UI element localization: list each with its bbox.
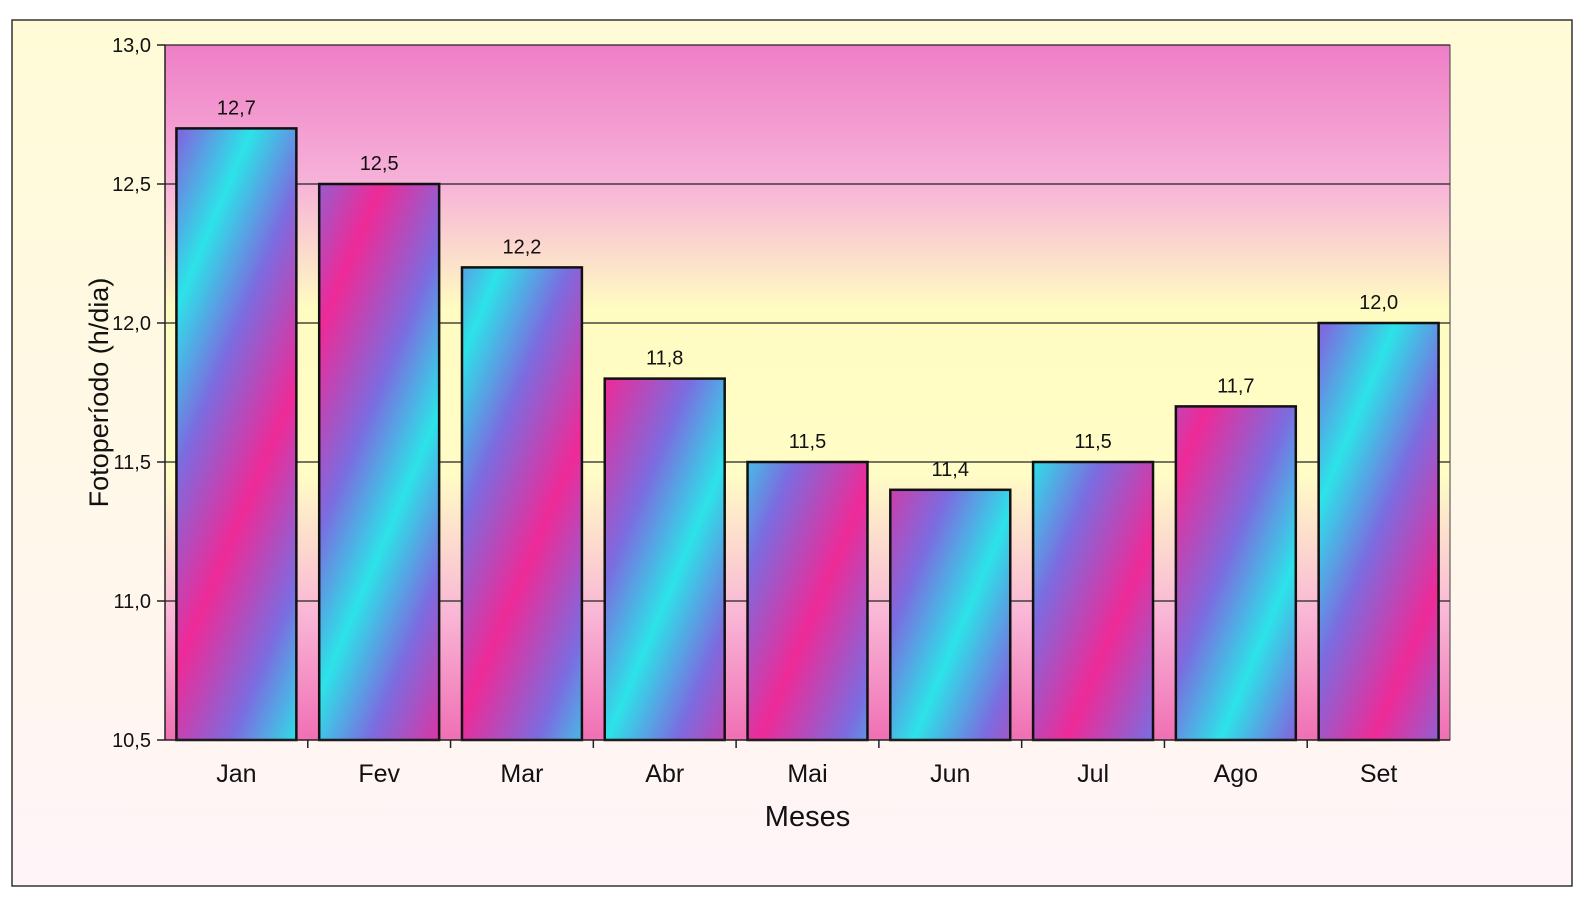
x-tick-label: Mai: [787, 760, 827, 788]
data-label: 11,7: [1217, 375, 1254, 397]
y-tick-label: 12,5: [112, 174, 151, 196]
bar: [317, 182, 441, 742]
bar: [1174, 405, 1298, 742]
y-tick-label: 11,0: [114, 591, 151, 613]
x-tick-label: Mar: [500, 760, 543, 788]
bars: [175, 127, 1440, 742]
x-tick-label: Jan: [216, 760, 256, 788]
bar: [603, 377, 726, 742]
bar: [460, 266, 584, 742]
y-axis-title: Fotoperíodo (h/dia): [84, 278, 114, 508]
x-axis: Jan Fev Mar Abr Mai Jun Jul Ago Set: [165, 739, 1450, 788]
data-label: 11,5: [1074, 431, 1111, 453]
y-tick-label: 11,5: [114, 452, 151, 474]
bar: [889, 488, 1012, 742]
x-tick-label: Jul: [1077, 760, 1109, 788]
x-tick-label: Fev: [358, 760, 400, 788]
x-axis-title: Meses: [765, 801, 850, 833]
data-labels: 12,7 12,5 12,2 11,8 11,5 11,4 11,5 11,7 12,0: [217, 97, 1398, 480]
data-label: 12,5: [360, 153, 399, 175]
x-tick-label: Jun: [930, 760, 970, 788]
bar: [1031, 460, 1155, 742]
data-label: 12,0: [1359, 292, 1398, 314]
data-label: 12,2: [502, 236, 541, 258]
data-label: 12,7: [217, 97, 256, 119]
data-label: 11,4: [932, 459, 969, 481]
y-tick-label: 13,0: [112, 35, 151, 57]
y-axis: 10,5 11,0 11,5 12,0 12,5 13,0: [112, 35, 166, 752]
y-tick-label: 12,0: [112, 313, 151, 335]
bar: [175, 127, 298, 742]
x-tick-label: Ago: [1214, 760, 1258, 788]
x-tick-label: Abr: [645, 760, 684, 788]
x-tick-label: Set: [1360, 760, 1398, 788]
bar: [1317, 321, 1440, 742]
data-label: 11,8: [646, 348, 683, 370]
y-tick-label: 10,5: [112, 730, 151, 752]
bar: [746, 460, 869, 742]
data-label: 11,5: [789, 431, 826, 453]
